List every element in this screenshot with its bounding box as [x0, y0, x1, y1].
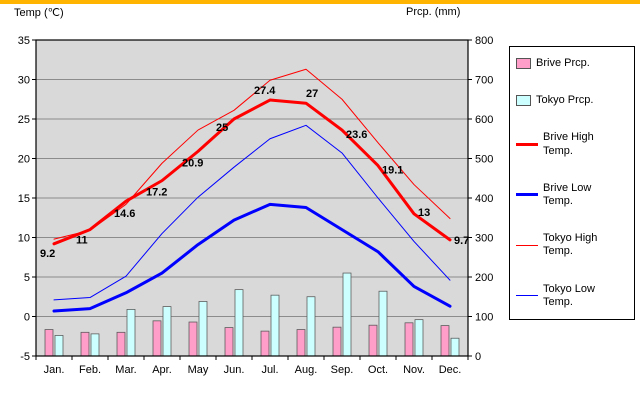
svg-text:9.2: 9.2 — [40, 248, 55, 260]
legend-item: Brive Low Temp. — [516, 182, 628, 208]
svg-text:300: 300 — [475, 233, 493, 245]
legend-bar-swatch — [516, 95, 531, 107]
svg-text:800: 800 — [475, 35, 493, 47]
temp-axis-title: Temp (℃) — [14, 7, 64, 19]
legend-item: Tokyo Prcp. — [516, 94, 628, 107]
svg-text:500: 500 — [475, 154, 493, 166]
svg-text:Mar.: Mar. — [115, 364, 136, 376]
svg-text:Sep.: Sep. — [331, 364, 354, 376]
svg-text:9.7: 9.7 — [454, 235, 469, 247]
svg-text:5: 5 — [24, 272, 30, 284]
svg-text:25: 25 — [216, 122, 228, 134]
legend-line-swatch — [516, 193, 538, 197]
svg-text:30: 30 — [18, 75, 30, 87]
svg-text:0: 0 — [24, 312, 30, 324]
svg-text:Oct.: Oct. — [368, 364, 388, 376]
svg-text:100: 100 — [475, 312, 493, 324]
chart-plot-area: 35 30 25 20 15 10 5 0 -5 800 700 600 500 400 300 200 100… — [18, 35, 494, 376]
svg-text:600: 600 — [475, 114, 493, 126]
legend-bar-swatch — [516, 58, 531, 70]
legend-label: Tokyo Prcp. — [536, 94, 594, 107]
svg-text:14.6: 14.6 — [114, 208, 135, 220]
svg-text:13: 13 — [418, 207, 430, 219]
legend-item: Brive Prcp. — [516, 57, 628, 70]
svg-text:Apr.: Apr. — [152, 364, 172, 376]
svg-text:20: 20 — [18, 154, 30, 166]
svg-text:25: 25 — [18, 114, 30, 126]
svg-text:27: 27 — [306, 88, 318, 100]
svg-text:15: 15 — [18, 193, 30, 205]
top-accent-strip — [0, 0, 640, 4]
legend-label: Tokyo High Temp. — [543, 232, 598, 258]
svg-text:-5: -5 — [20, 351, 30, 363]
prcp-axis-title: Prcp. (mm) — [406, 6, 461, 18]
svg-text:27.4: 27.4 — [254, 85, 276, 97]
legend-line-swatch — [516, 244, 538, 246]
svg-text:Aug.: Aug. — [295, 364, 318, 376]
svg-text:Nov.: Nov. — [403, 364, 425, 376]
svg-text:May: May — [188, 364, 209, 376]
legend-item: Tokyo Low Temp. — [516, 283, 628, 309]
svg-text:0: 0 — [475, 351, 481, 363]
legend-item: Brive High Temp. — [516, 131, 628, 157]
legend-label: Brive Prcp. — [536, 57, 590, 69]
svg-text:700: 700 — [475, 75, 493, 87]
svg-text:Jul.: Jul. — [261, 364, 278, 376]
legend: Brive Prcp. Tokyo Prcp. Brive High Temp. Br… — [509, 46, 635, 320]
legend-label: Brive High Temp. — [543, 131, 594, 157]
svg-text:Dec.: Dec. — [439, 364, 462, 376]
legend-line-swatch — [516, 143, 538, 147]
svg-text:Jan.: Jan. — [44, 364, 65, 376]
svg-text:200: 200 — [475, 272, 493, 284]
legend-label: Brive Low Temp. — [543, 181, 592, 207]
svg-text:19.1: 19.1 — [382, 165, 403, 177]
legend-line-swatch — [516, 295, 538, 297]
svg-text:Jun.: Jun. — [224, 364, 245, 376]
svg-text:10: 10 — [18, 233, 30, 245]
svg-text:35: 35 — [18, 35, 30, 47]
svg-text:17.2: 17.2 — [146, 187, 167, 199]
svg-text:11: 11 — [76, 235, 88, 247]
legend-label: Tokyo Low Temp. — [543, 282, 595, 308]
legend-item: Tokyo High Temp. — [516, 232, 628, 258]
svg-text:Feb.: Feb. — [79, 364, 101, 376]
svg-text:20.9: 20.9 — [182, 157, 203, 169]
svg-text:23.6: 23.6 — [346, 129, 367, 141]
svg-text:400: 400 — [475, 193, 493, 205]
